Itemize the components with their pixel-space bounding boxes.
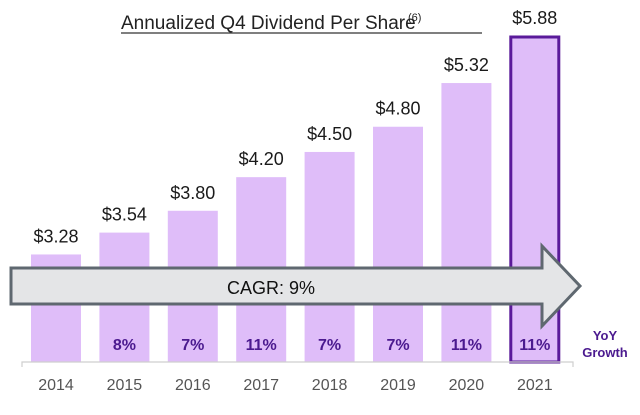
tick-label-2016: 2016: [175, 377, 211, 394]
cagr-arrow-shape: [9, 242, 583, 330]
yoy-label-line2: Growth: [582, 345, 628, 360]
chart-title-group: Annualized Q4 Dividend Per Share (6): [121, 12, 482, 34]
x-axis: 2014 2015 2016 2017 2018 2019 2020 2021: [21, 361, 574, 394]
bars: $3.28 $3.54 $3.80 $4.20 $4.50 $4.80 $5.32 $5.88: [31, 8, 561, 364]
yoy-growth-legend: YoY Growth: [582, 328, 628, 360]
tick-label-2018: 2018: [312, 377, 348, 394]
tick-label-2015: 2015: [107, 377, 143, 394]
growth-label-2020: 11%: [451, 337, 482, 354]
cagr-arrow: CAGR: 9%: [9, 242, 583, 330]
value-label-2018: $4.50: [307, 124, 352, 144]
growth-label-2019: 7%: [386, 337, 409, 354]
yoy-label-line1: YoY: [593, 328, 618, 343]
tick-label-2017: 2017: [243, 377, 279, 394]
chart-title-footnote: (6): [408, 12, 421, 24]
value-label-2015: $3.54: [102, 205, 147, 225]
x-axis-line: [21, 361, 574, 367]
tick-label-2019: 2019: [380, 377, 416, 394]
value-label-2016: $3.80: [170, 183, 215, 203]
tick-label-2014: 2014: [38, 377, 74, 394]
bar-2019: [373, 126, 423, 362]
growth-label-2015: 8%: [113, 337, 136, 354]
growth-label-2017: 11%: [246, 337, 277, 354]
value-label-2019: $4.80: [375, 99, 420, 119]
value-label-2017: $4.20: [239, 149, 284, 169]
chart-title: Annualized Q4 Dividend Per Share: [121, 13, 416, 34]
yoy-growth-labels: 8% 7% 11% 7% 7% 11% 11%: [113, 337, 551, 354]
value-label-2014: $3.28: [33, 226, 78, 246]
bar-2018: [304, 151, 355, 362]
growth-label-2021: 11%: [519, 337, 550, 354]
growth-label-2018: 7%: [318, 337, 341, 354]
cagr-label: CAGR: 9%: [227, 278, 315, 298]
tick-label-2020: 2020: [449, 377, 485, 394]
growth-label-2016: 7%: [181, 337, 204, 354]
value-label-2020: $5.32: [444, 55, 489, 75]
bar-2020: [441, 83, 492, 362]
tick-label-2021: 2021: [517, 377, 553, 394]
value-label-2021: $5.88: [512, 8, 557, 28]
